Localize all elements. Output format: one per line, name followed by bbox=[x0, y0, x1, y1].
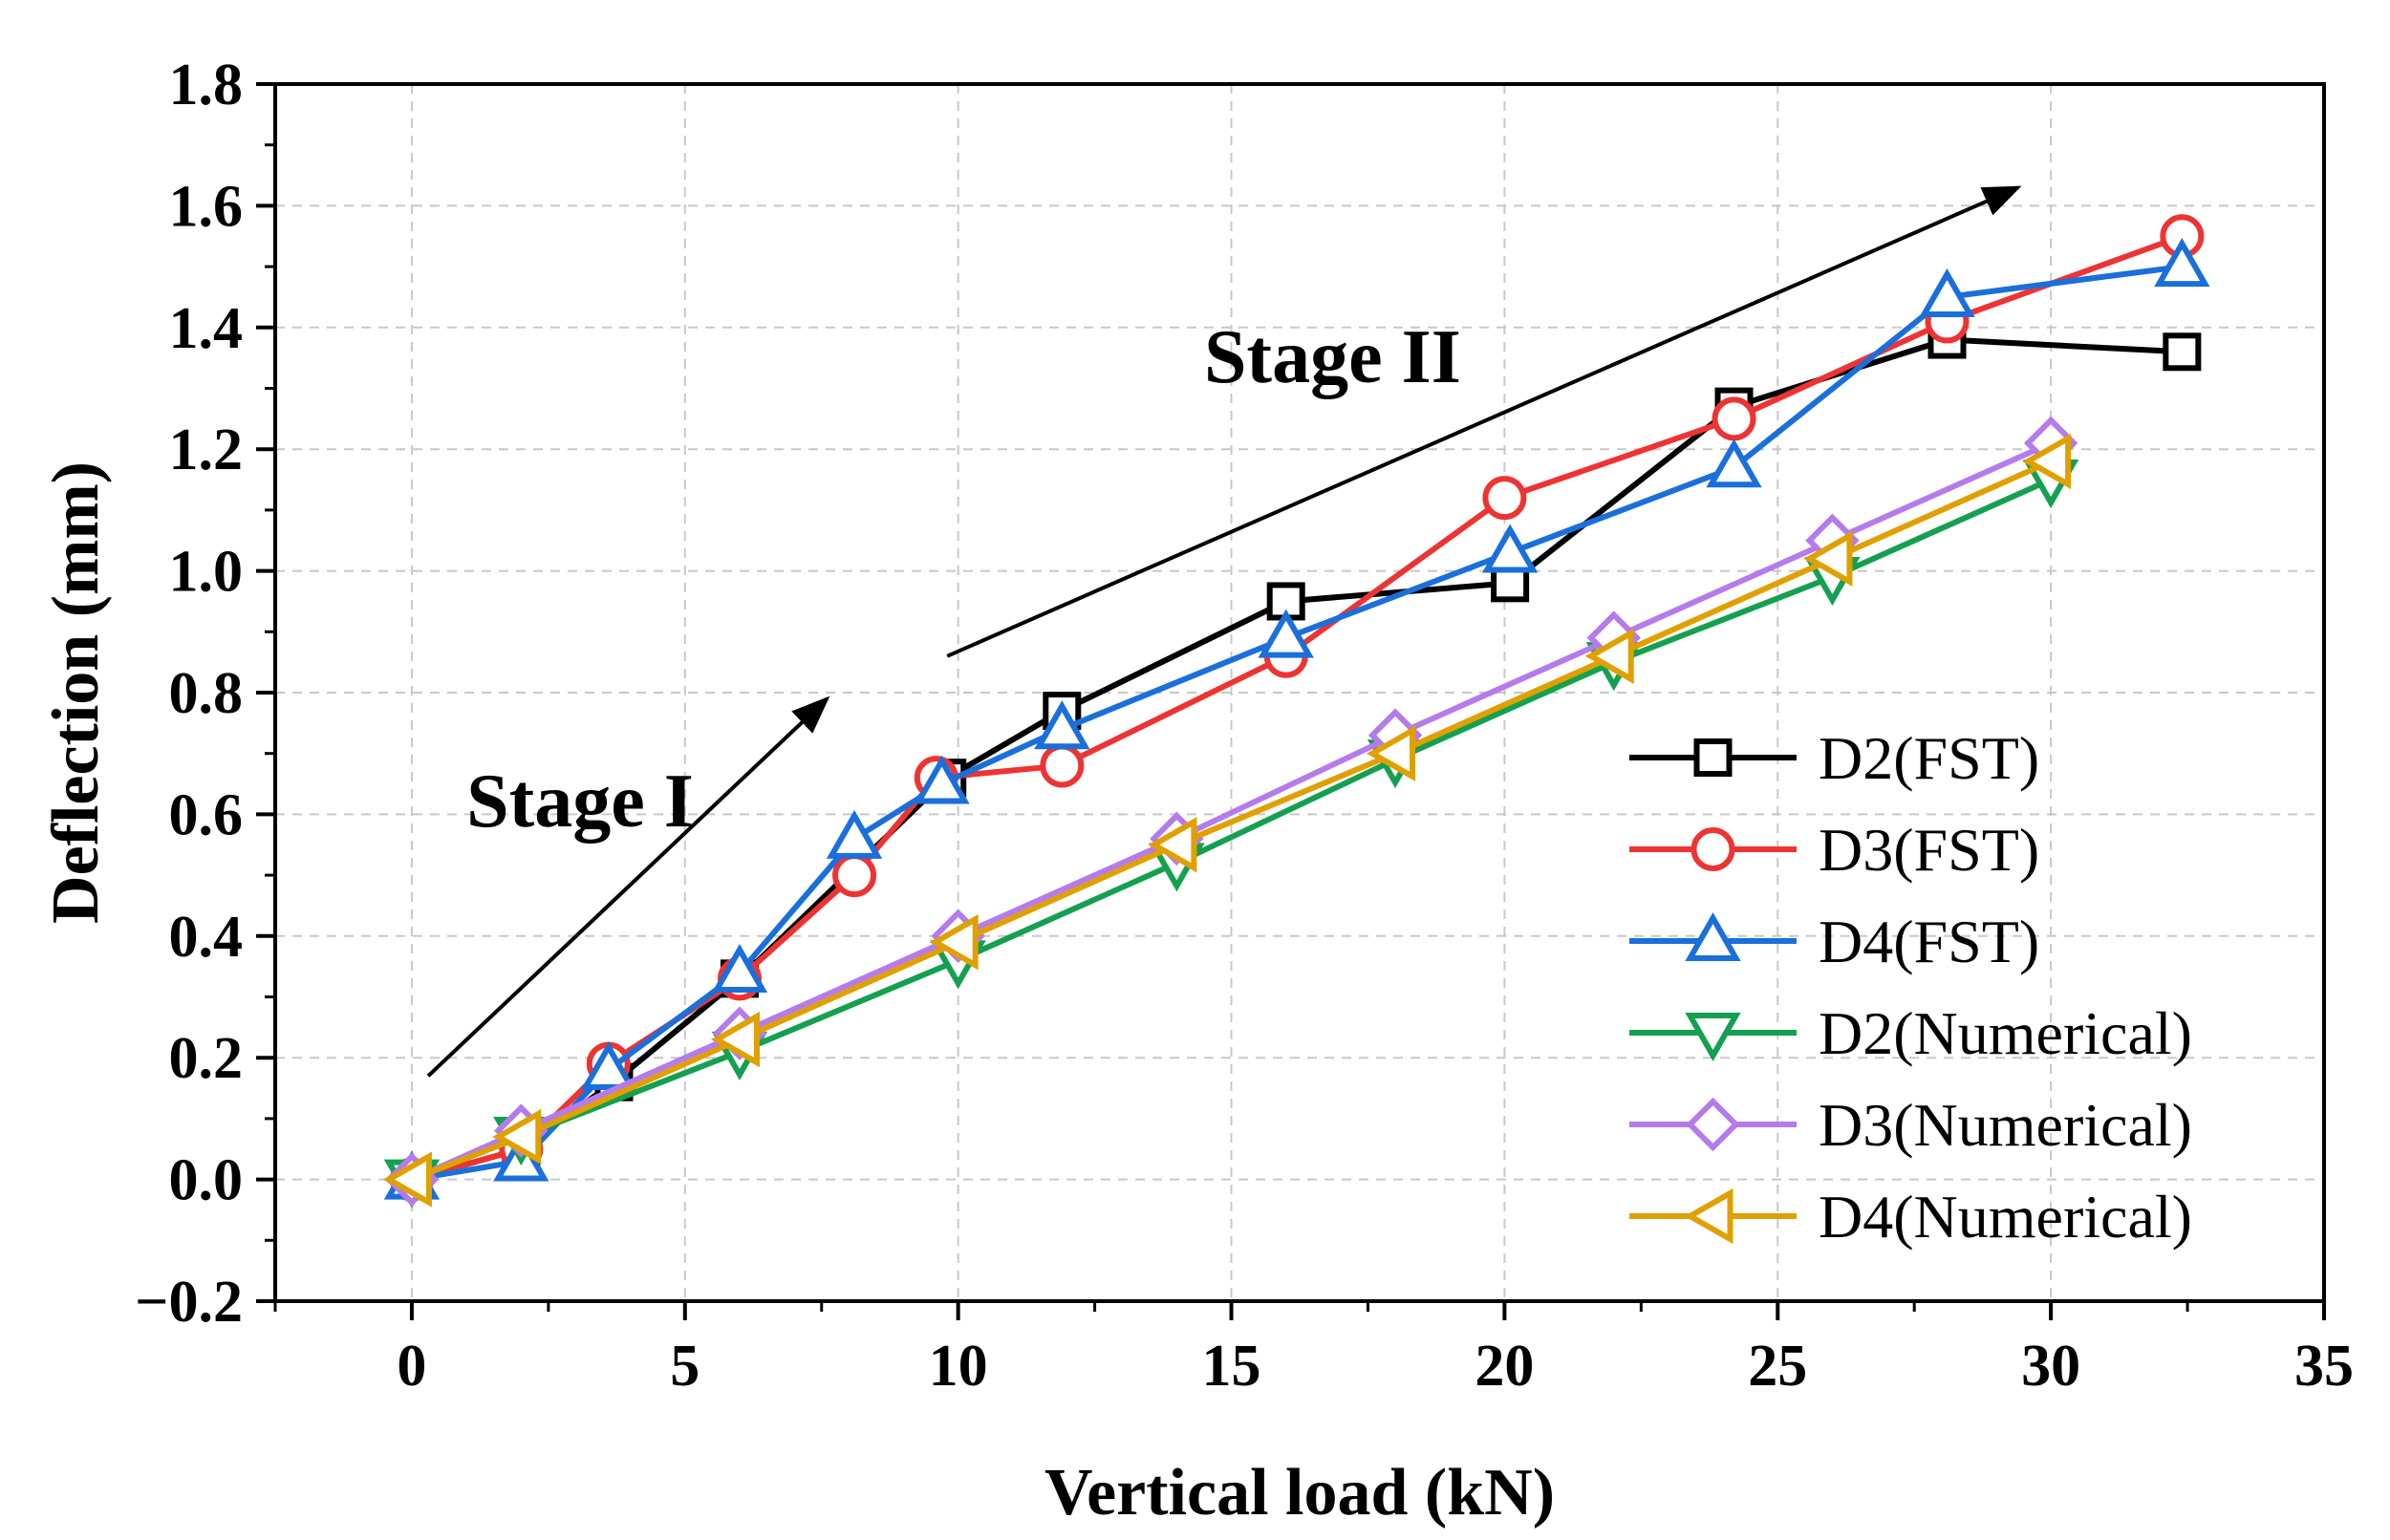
y-tick-label: −0.2 bbox=[135, 1270, 243, 1335]
stage-arrows bbox=[426, 185, 2022, 1078]
data-point bbox=[1148, 817, 1197, 873]
data-point bbox=[1481, 524, 1539, 573]
legend-label: D3(FST) bbox=[1819, 816, 2039, 884]
data-point bbox=[710, 1011, 760, 1068]
y-tick-label: 1.0 bbox=[169, 540, 244, 605]
data-point bbox=[826, 809, 883, 859]
x-tick-label: 5 bbox=[670, 1334, 700, 1399]
data-point bbox=[1803, 530, 1853, 588]
legend-label: D2(FST) bbox=[1819, 724, 2039, 792]
data-point bbox=[1686, 1097, 1740, 1152]
data-point bbox=[580, 1040, 636, 1090]
y-tick-label: 1.2 bbox=[169, 417, 244, 482]
stage-annotations: Stage I Stage II bbox=[466, 315, 1461, 844]
legend: D2(FST) D3(FST) D4(FST) D2(Numerical) D3(Num… bbox=[1629, 724, 2192, 1251]
data-point bbox=[1482, 476, 1527, 521]
grid-lines bbox=[275, 84, 2324, 1301]
plot-frame bbox=[273, 82, 2326, 1303]
x-tick-label: 15 bbox=[1202, 1334, 1261, 1399]
data-point bbox=[1693, 738, 1733, 777]
axis-ticks bbox=[256, 82, 2326, 1320]
stage-label: Stage II bbox=[1204, 315, 1461, 399]
y-tick-label: 0.4 bbox=[169, 905, 244, 970]
legend-entry: D2(FST) bbox=[1629, 724, 2039, 792]
legend-entry: D3(Numerical) bbox=[1629, 1091, 2192, 1159]
y-tick-label: 0.8 bbox=[169, 661, 244, 726]
data-point bbox=[2022, 433, 2072, 490]
data-point bbox=[1584, 628, 1634, 684]
x-tick-label: 35 bbox=[2294, 1334, 2354, 1399]
stage-arrow bbox=[426, 695, 830, 1078]
data-point bbox=[1685, 1013, 1741, 1062]
stage-arrow bbox=[946, 185, 2022, 658]
data-point bbox=[1712, 396, 1756, 441]
legend-entry: D4(Numerical) bbox=[1629, 1183, 2192, 1251]
series-layer bbox=[382, 214, 2210, 1208]
data-point bbox=[382, 1151, 432, 1208]
y-tick-label: 1.6 bbox=[169, 174, 244, 239]
data-point bbox=[2154, 238, 2210, 288]
data-point bbox=[914, 755, 970, 804]
data-point bbox=[711, 943, 768, 994]
y-tick-labels: −0.2 0.0 0.2 0.4 0.6 0.8 1.0 1.2 1.4 1.6 1.8 bbox=[135, 53, 243, 1335]
x-tick-label: 20 bbox=[1475, 1334, 1534, 1399]
legend-label: D2(Numerical) bbox=[1819, 999, 2192, 1067]
data-point bbox=[1040, 743, 1085, 788]
y-tick-label: 0.0 bbox=[169, 1148, 244, 1213]
data-point bbox=[929, 914, 979, 971]
legend-label: D4(FST) bbox=[1819, 908, 2039, 975]
legend-entry: D2(Numerical) bbox=[1629, 999, 2192, 1067]
data-point bbox=[492, 1108, 542, 1166]
x-tick-labels: 0 5 10 15 20 25 30 35 bbox=[397, 1334, 2354, 1399]
data-point bbox=[1706, 438, 1762, 488]
x-tick-label: 10 bbox=[929, 1334, 988, 1399]
x-tick-label: 30 bbox=[2021, 1334, 2080, 1399]
y-tick-label: 1.8 bbox=[169, 53, 244, 118]
data-point bbox=[1034, 700, 1090, 750]
x-axis-title: Vertical load (kN) bbox=[1044, 1456, 1555, 1529]
x-tick-label: 0 bbox=[397, 1334, 426, 1399]
x-tick-label: 25 bbox=[1748, 1334, 1807, 1399]
data-point bbox=[832, 853, 877, 898]
legend-entry: D3(FST) bbox=[1629, 816, 2039, 884]
y-axis-title: Deflection (mm) bbox=[39, 461, 113, 924]
data-point bbox=[1690, 827, 1735, 871]
data-point bbox=[1685, 911, 1741, 961]
data-point bbox=[1258, 609, 1314, 658]
data-point bbox=[1684, 1187, 1733, 1245]
data-point bbox=[1367, 725, 1416, 781]
y-tick-label: 0.6 bbox=[169, 782, 244, 847]
data-point bbox=[2163, 332, 2202, 372]
stage-label: Stage I bbox=[466, 759, 694, 844]
y-tick-label: 1.4 bbox=[169, 296, 244, 361]
data-point bbox=[1919, 267, 1975, 317]
y-tick-label: 0.2 bbox=[169, 1026, 244, 1091]
legend-label: D3(Numerical) bbox=[1819, 1091, 2192, 1159]
legend-entry: D4(FST) bbox=[1629, 908, 2039, 975]
series-group bbox=[382, 433, 2072, 1208]
legend-label: D4(Numerical) bbox=[1819, 1183, 2192, 1251]
